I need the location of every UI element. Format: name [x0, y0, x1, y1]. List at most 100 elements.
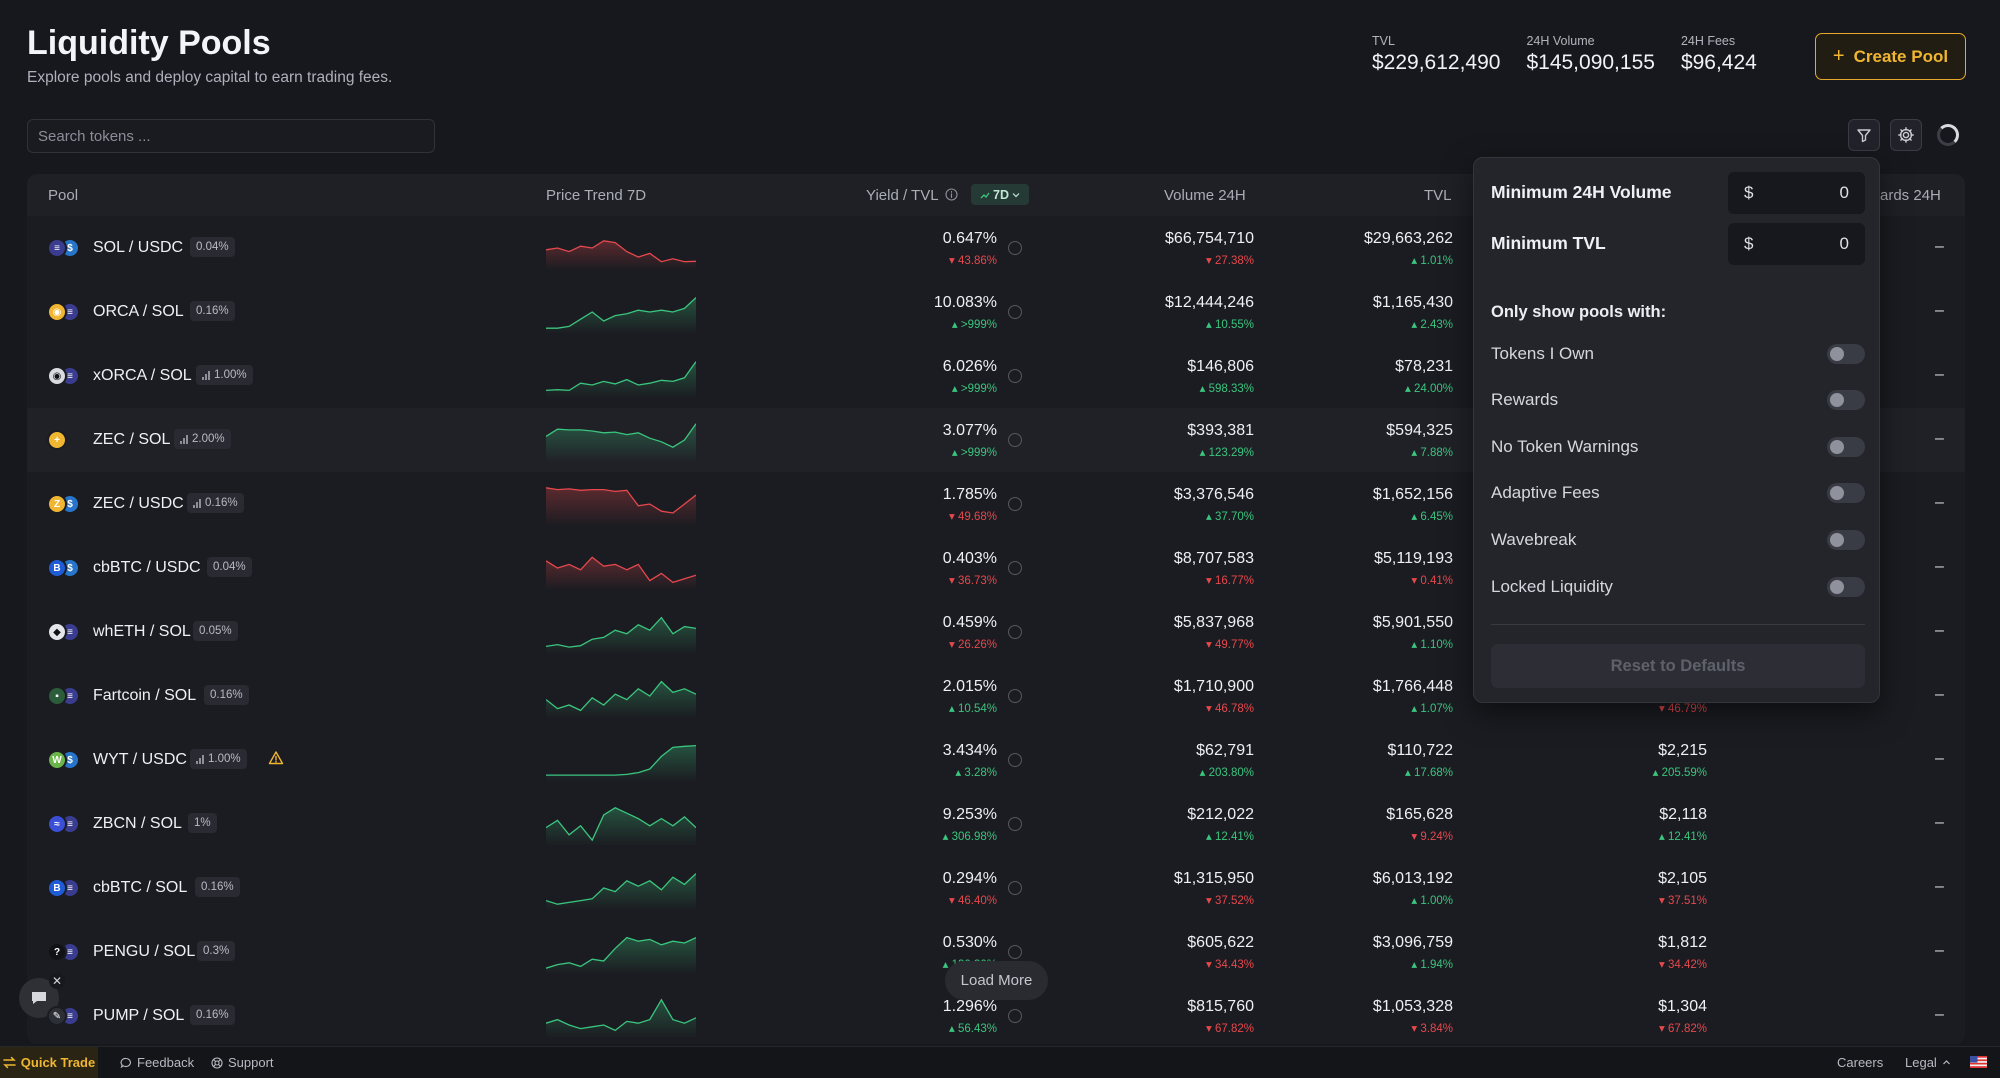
close-icon[interactable]: ✕	[49, 973, 65, 989]
min-tvl-input[interactable]: $ 0	[1728, 223, 1865, 265]
filter-button[interactable]	[1848, 119, 1880, 151]
currency-prefix: $	[1744, 183, 1754, 202]
pool-name[interactable]: cbBTC / USDC	[93, 559, 201, 576]
reset-defaults-button[interactable]: Reset to Defaults	[1491, 644, 1865, 688]
pool-name[interactable]: PUMP / SOL	[93, 1007, 185, 1024]
create-pool-label: Create Pool	[1853, 46, 1949, 66]
column-pool[interactable]: Pool	[48, 187, 79, 204]
toggle-switch[interactable]	[1827, 577, 1865, 597]
toggle-switch[interactable]	[1827, 530, 1865, 550]
change-value: ▾ 43.86%	[949, 255, 997, 267]
pool-name[interactable]: ZEC / SOL	[93, 431, 171, 448]
pool-name[interactable]: PENGU / SOL	[93, 943, 196, 960]
yield-info-icon[interactable]	[1008, 241, 1022, 255]
pool-name[interactable]: SOL / USDC	[93, 239, 184, 256]
price-trend-sparkline	[546, 936, 696, 974]
table-row[interactable]: W $ WYT / USDC 1.00% 3.434% ▴ 3.28% $62,791 ▴ 2…	[27, 728, 1965, 792]
toggle-switch[interactable]	[1827, 437, 1865, 457]
warning-icon[interactable]	[268, 750, 284, 766]
toggle-switch[interactable]	[1827, 390, 1865, 410]
column-rewards-partial[interactable]: ards 24H	[1880, 187, 1941, 204]
tvl-value: $5,119,193	[1374, 550, 1453, 567]
column-volume[interactable]: Volume 24H	[1164, 187, 1246, 204]
token-icon: ≈	[47, 814, 67, 834]
table-row[interactable]: ◆ ≡ whETH / SOL 0.05% 0.459% ▾ 26.26% $5,837,9…	[27, 600, 1965, 664]
legal-link[interactable]: Legal	[1905, 1055, 1951, 1070]
pool-name[interactable]: whETH / SOL	[93, 623, 191, 640]
support-label: Support	[228, 1055, 274, 1070]
min-volume-value: 0	[1839, 183, 1849, 202]
change-value: ▴ 598.33%	[1199, 383, 1254, 395]
table-row[interactable]: ≈ ≡ ZBCN / SOL 1% 9.253% ▴ 306.98% $212,022 ▴ 1…	[27, 792, 1965, 856]
toggle-no-token-warnings[interactable]: No Token Warnings	[1491, 435, 1865, 459]
toggle-switch[interactable]	[1827, 344, 1865, 364]
pool-name[interactable]: WYT / USDC	[93, 751, 187, 768]
pool-name[interactable]: ZBCN / SOL	[93, 815, 182, 832]
swap-icon	[2, 1056, 16, 1069]
table-row[interactable]: ◉ ≡ xORCA / SOL 1.00% 6.026% ▴ >999% $146,806 ▴…	[27, 344, 1965, 408]
column-yield[interactable]: Yield / TVL	[866, 187, 958, 204]
careers-link[interactable]: Careers	[1837, 1055, 1884, 1070]
load-more-button[interactable]: Load More	[945, 961, 1048, 1000]
toggle-switch[interactable]	[1827, 483, 1865, 503]
volume-value: $8,707,583	[1173, 550, 1254, 567]
toggle-adaptive-fees[interactable]: Adaptive Fees	[1491, 481, 1865, 505]
yield-info-icon[interactable]	[1008, 369, 1022, 383]
pool-token-icons: ◉ ≡	[47, 302, 81, 324]
yield-info-icon[interactable]	[1008, 305, 1022, 319]
us-flag-icon[interactable]	[1970, 1056, 1987, 1068]
volume-value: $212,022	[1187, 806, 1254, 823]
table-row[interactable]: ≡ $ SOL / USDC 0.04% 0.647% ▾ 43.86% $66,754,7…	[27, 216, 1965, 280]
yield-info-icon[interactable]	[1008, 753, 1022, 767]
table-row[interactable]: ◉ ≡ ORCA / SOL 0.16% 10.083% ▴ >999% $12,444,2…	[27, 280, 1965, 344]
pool-name[interactable]: xORCA / SOL	[93, 367, 192, 384]
toggle-tokens-i-own[interactable]: Tokens I Own	[1491, 342, 1865, 366]
fee-tier-badge: 0.04%	[207, 557, 252, 577]
min-tvl-label: Minimum TVL	[1491, 233, 1606, 253]
info-icon	[945, 188, 958, 201]
toggle-wavebreak[interactable]: Wavebreak	[1491, 528, 1865, 552]
quick-trade-button[interactable]: Quick Trade	[0, 1047, 98, 1078]
token-icon: W	[47, 750, 67, 770]
pool-name[interactable]: cbBTC / SOL	[93, 879, 188, 896]
table-row[interactable]: Z $ ZEC / USDC 0.16% 1.785% ▾ 49.68% $3,376,54…	[27, 472, 1965, 536]
feedback-link[interactable]: Feedback	[120, 1055, 194, 1070]
change-value: ▾ 67.82%	[1206, 1023, 1254, 1035]
pool-name[interactable]: Fartcoin / SOL	[93, 687, 197, 704]
yield-info-icon[interactable]	[1008, 881, 1022, 895]
pool-name[interactable]: ZEC / USDC	[93, 495, 184, 512]
price-trend-sparkline	[546, 240, 696, 270]
change-value: ▾ 37.52%	[1206, 895, 1254, 907]
table-row[interactable]: B $ cbBTC / USDC 0.04% 0.403% ▾ 36.73% $8,707,…	[27, 536, 1965, 600]
yield-info-icon[interactable]	[1008, 817, 1022, 831]
pool-name[interactable]: ORCA / SOL	[93, 303, 184, 320]
tvl-value: $1,766,448	[1372, 678, 1453, 695]
toggle-rewards[interactable]: Rewards	[1491, 388, 1865, 412]
table-row[interactable]: ✎ ≡ PUMP / SOL 0.16% 1.296% ▴ 56.43% $815,760 ▾…	[27, 984, 1965, 1048]
yield-info-icon[interactable]	[1008, 945, 1022, 959]
support-icon	[211, 1056, 223, 1069]
table-row[interactable]: ▪ ≡ Fartcoin / SOL 0.16% 2.015% ▴ 10.54% $1,71…	[27, 664, 1965, 728]
support-link[interactable]: Support	[211, 1055, 274, 1070]
yield-info-icon[interactable]	[1008, 497, 1022, 511]
token-icon: Z	[47, 494, 67, 514]
create-pool-button[interactable]: + Create Pool	[1815, 33, 1966, 80]
yield-info-icon[interactable]	[1008, 625, 1022, 639]
min-volume-input[interactable]: $ 0	[1728, 172, 1865, 214]
feedback-label: Feedback	[137, 1055, 195, 1070]
token-icon: ▪	[47, 686, 67, 706]
yield-info-icon[interactable]	[1008, 561, 1022, 575]
settings-button[interactable]	[1890, 119, 1922, 151]
yield-info-icon[interactable]	[1008, 1009, 1022, 1023]
timeframe-selector[interactable]: 7D	[971, 184, 1029, 205]
yield-info-icon[interactable]	[1008, 433, 1022, 447]
column-tvl[interactable]: TVL	[1424, 187, 1452, 204]
search-input[interactable]	[27, 119, 435, 153]
change-value: ▴ 10.54%	[949, 703, 997, 715]
yield-info-icon[interactable]	[1008, 689, 1022, 703]
tvl-value: $1,165,430	[1372, 294, 1453, 311]
tvl-value: $78,231	[1395, 358, 1453, 375]
toggle-locked-liquidity[interactable]: Locked Liquidity	[1491, 575, 1865, 599]
table-row[interactable]: B ≡ cbBTC / SOL 0.16% 0.294% ▾ 46.40% $1,315,9…	[27, 856, 1965, 920]
